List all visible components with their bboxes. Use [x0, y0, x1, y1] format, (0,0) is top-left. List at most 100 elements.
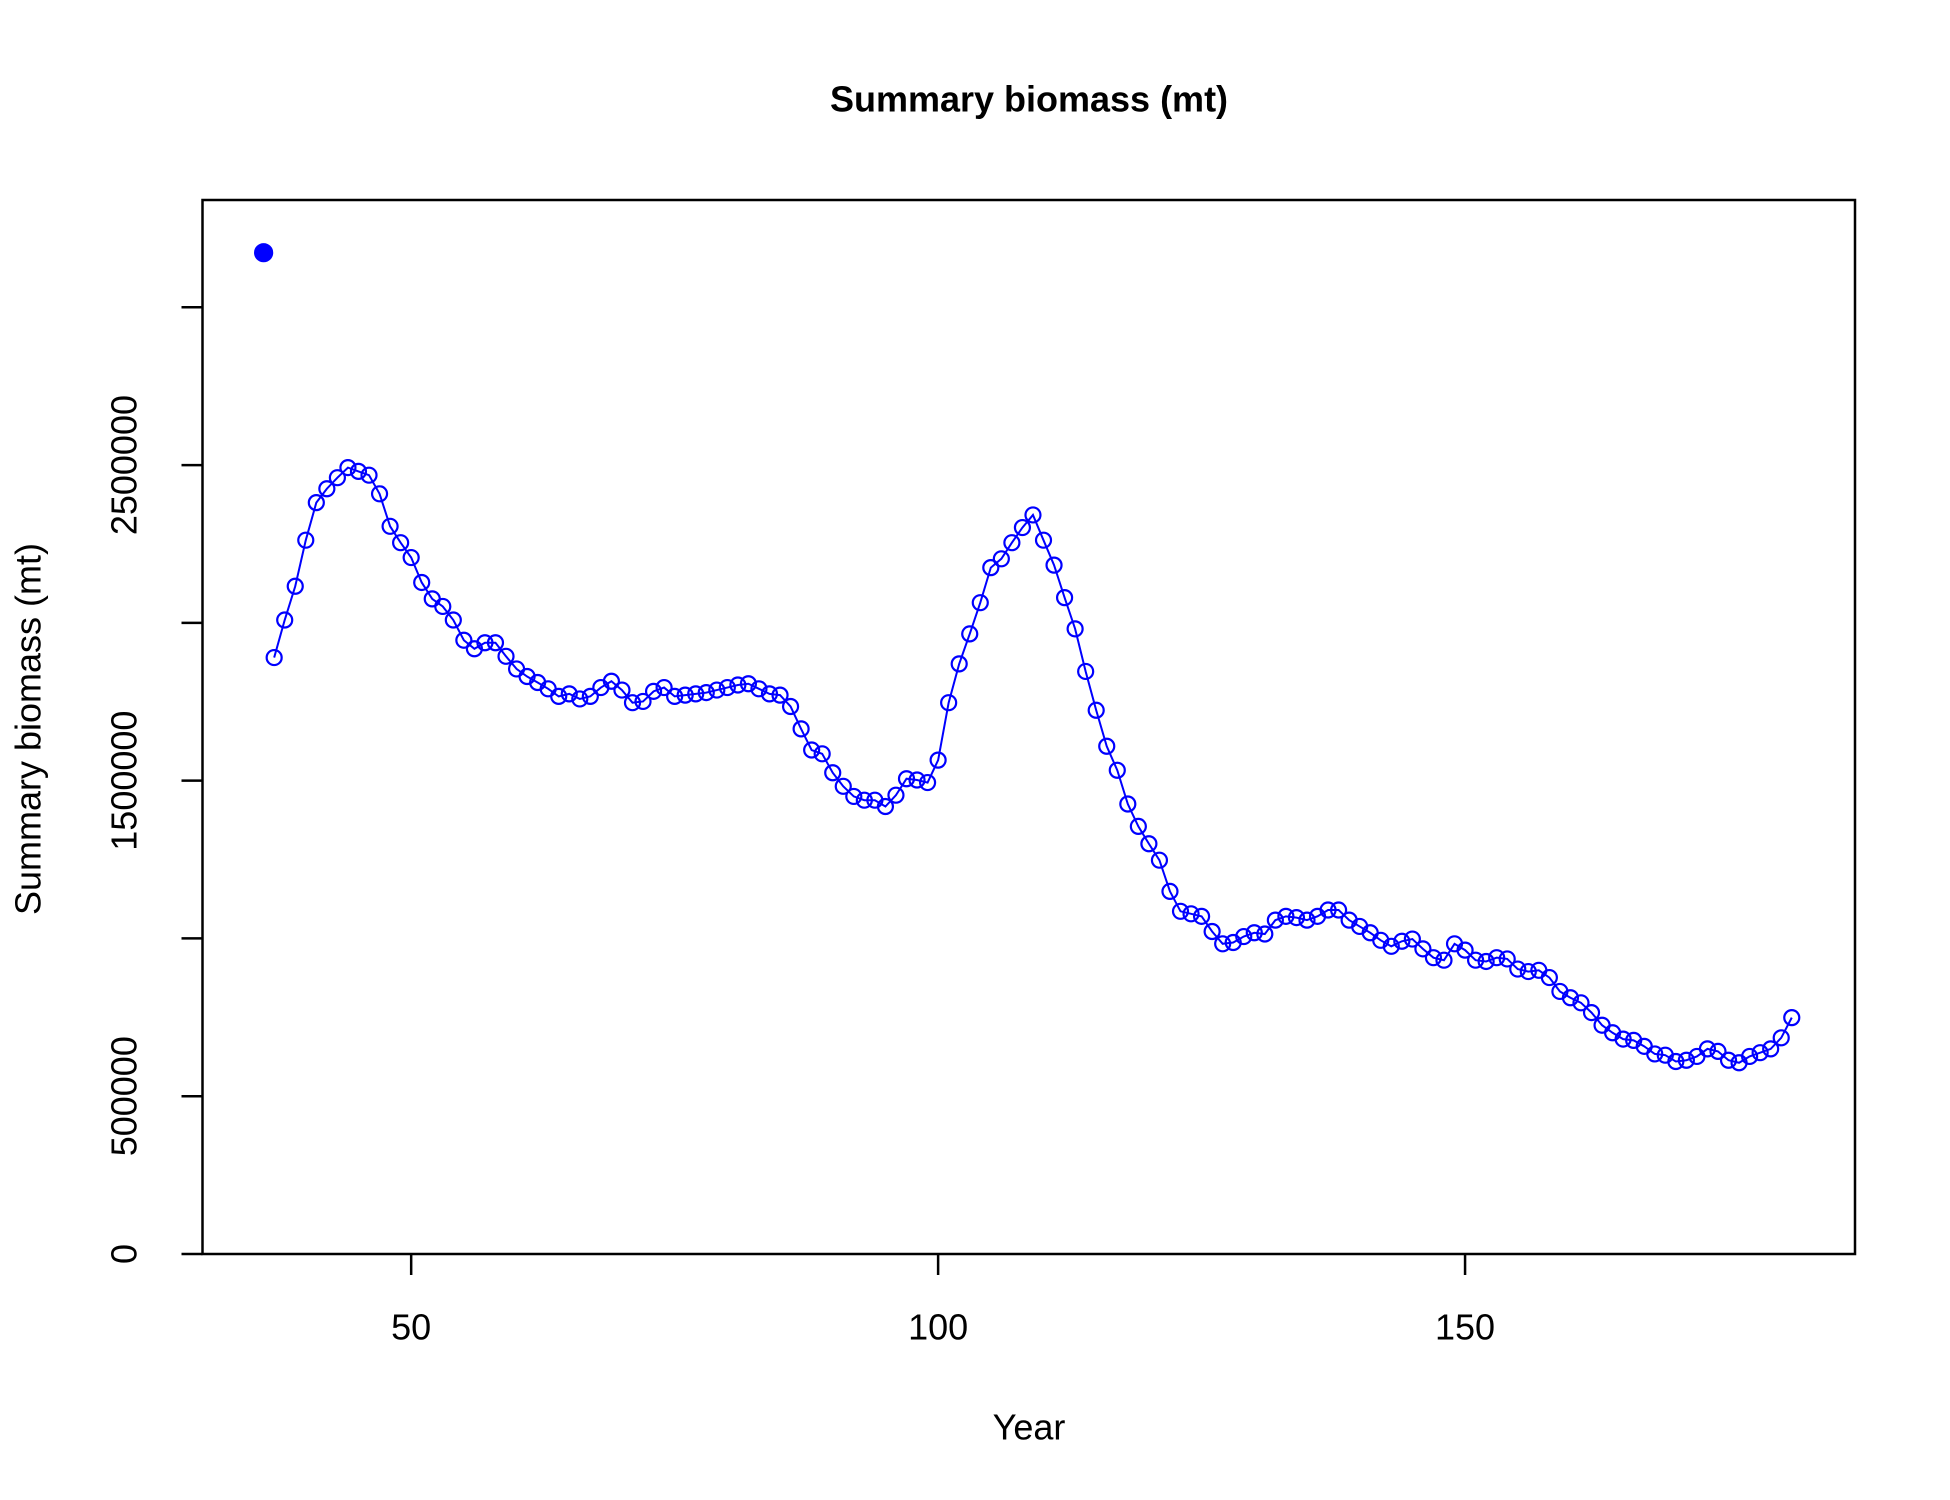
x-tick-label: 150 [1435, 1307, 1495, 1348]
data-point [1414, 940, 1432, 958]
data-point [729, 676, 747, 694]
data-point [992, 550, 1010, 568]
data-point [1235, 927, 1253, 946]
y-axis-label: Summary biomass (mt) [8, 543, 49, 915]
data-point [1192, 907, 1211, 925]
data-point [1214, 935, 1232, 953]
data-point [824, 764, 842, 782]
data-point [876, 797, 895, 816]
data-point [940, 694, 958, 712]
data-point [318, 480, 336, 498]
x-tick-label: 50 [391, 1307, 431, 1348]
data-point [254, 243, 274, 263]
data-point [1762, 1040, 1780, 1058]
y-tick-label: 500000 [104, 1036, 145, 1156]
data-point [476, 634, 494, 652]
data-point [1003, 534, 1021, 552]
data-point [1108, 761, 1126, 779]
data-point [739, 675, 758, 693]
data-point [1646, 1045, 1664, 1063]
data-point [803, 741, 821, 759]
data-point [1677, 1051, 1695, 1069]
data-point [571, 690, 589, 708]
data-point [781, 697, 800, 716]
data-point [486, 634, 505, 652]
data-point [1741, 1047, 1759, 1066]
data-point [666, 687, 684, 705]
data-point [297, 531, 315, 549]
data-point [1488, 949, 1506, 967]
data-point [1245, 924, 1263, 942]
data-point [1572, 994, 1590, 1012]
data-point [918, 773, 937, 792]
data-point [550, 687, 568, 705]
data-point [887, 786, 905, 804]
data-point [402, 548, 420, 567]
data-point [1614, 1030, 1632, 1048]
data-point [1287, 909, 1306, 927]
data-point [307, 494, 325, 512]
data-point [1466, 951, 1485, 969]
data-point [760, 685, 779, 703]
data-point [1203, 922, 1221, 941]
data-point [286, 577, 304, 595]
data-point [634, 692, 652, 711]
data-point [613, 681, 631, 699]
data-point [1477, 952, 1495, 971]
data-point [1709, 1042, 1727, 1061]
data-point [413, 573, 431, 592]
data-point [1087, 701, 1105, 719]
x-tick-label: 100 [908, 1307, 968, 1348]
data-point [455, 631, 473, 649]
data-point [687, 685, 705, 703]
data-point [1319, 901, 1337, 919]
data-point [381, 517, 399, 535]
data-point [1129, 817, 1147, 836]
data-point [1582, 1003, 1601, 1022]
data-point [602, 672, 621, 690]
y-tick-label: 0 [104, 1244, 145, 1264]
data-point [1161, 882, 1179, 901]
data-point [718, 678, 736, 697]
data-point [644, 682, 663, 700]
x-axis-label: Year [993, 1407, 1066, 1448]
data-point [1719, 1051, 1738, 1069]
data-point [1066, 620, 1084, 638]
data-point [1698, 1040, 1717, 1058]
data-point [855, 791, 873, 809]
data-point [1667, 1052, 1685, 1071]
data-point [1150, 851, 1169, 869]
data-point [1456, 941, 1474, 959]
data-point [697, 684, 715, 702]
data-point [982, 559, 1000, 577]
data-point [1277, 907, 1295, 925]
data-point [1509, 960, 1527, 978]
data-point [1561, 989, 1580, 1007]
data-point [1751, 1044, 1769, 1062]
data-point [950, 655, 968, 673]
data-point [1772, 1029, 1790, 1047]
data-point [1045, 556, 1063, 574]
data-point [392, 534, 410, 552]
data-point [1182, 905, 1200, 923]
data-point [750, 680, 768, 698]
data-point [1435, 951, 1453, 969]
data-point [1498, 950, 1516, 968]
data-point [1098, 737, 1116, 755]
data-point [1393, 932, 1411, 950]
data-point [1424, 949, 1443, 967]
chart-title: Summary biomass (mt) [830, 79, 1228, 120]
data-point [328, 469, 346, 487]
data-point [1540, 968, 1558, 987]
data-point [444, 611, 462, 629]
data-point [1519, 962, 1537, 981]
data-point [1171, 902, 1190, 920]
data-point [813, 745, 831, 763]
data-point [370, 485, 389, 503]
data-point [339, 459, 357, 477]
data-point [845, 787, 863, 806]
data-point [1140, 835, 1158, 853]
data-point [360, 466, 378, 484]
data-point [1298, 911, 1316, 929]
